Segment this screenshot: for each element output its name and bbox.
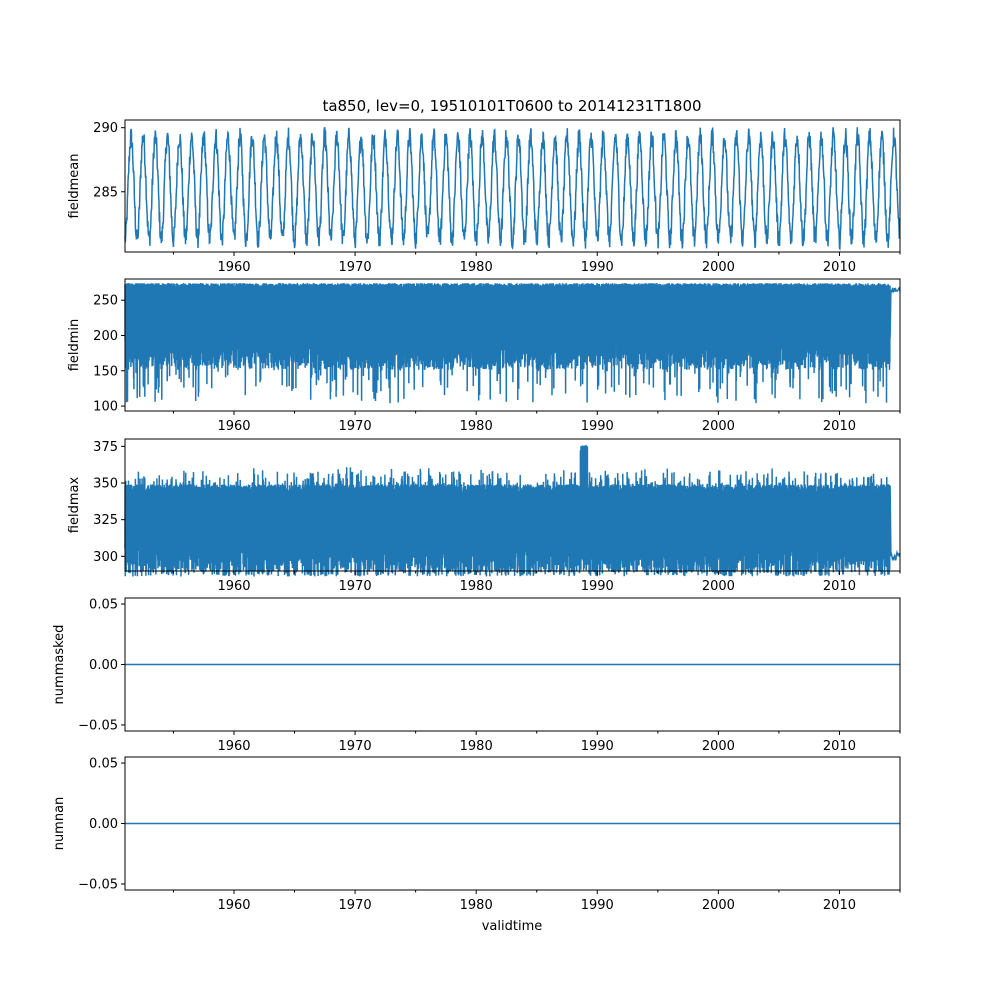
subplot-panels: 285 290 1960 1970 1980 1990 2000 2010 fieldmean 1…	[52, 119, 901, 913]
x-tick-label: 1980	[460, 739, 493, 754]
x-tick-label: 2000	[702, 579, 735, 594]
y-axis-label: fieldmin	[67, 319, 82, 372]
y-axis-label: nummasked	[52, 625, 67, 705]
y-tick-label: 285	[93, 185, 118, 200]
y-tick-label: 0.05	[89, 757, 118, 772]
y-tick-label: 300	[93, 550, 118, 565]
x-tick-label: 1990	[581, 260, 614, 275]
x-tick-label: 1960	[217, 419, 250, 434]
y-tick-label: −0.05	[78, 718, 118, 733]
y-tick-label: 150	[93, 364, 118, 379]
series-line-fieldmean	[124, 127, 901, 251]
y-tick-label: 290	[93, 121, 118, 136]
x-tick-label: 2010	[823, 579, 856, 594]
y-tick-label: 375	[93, 440, 118, 455]
x-tick-label: 1990	[581, 898, 614, 913]
x-tick-label: 1970	[339, 260, 372, 275]
x-tick-label: 2010	[823, 260, 856, 275]
x-tick-label: 1960	[217, 260, 250, 275]
y-tick-label: −0.05	[78, 877, 118, 892]
plot-frame	[124, 278, 901, 412]
x-tick-label: 2010	[823, 898, 856, 913]
x-tick-label: 1990	[581, 419, 614, 434]
x-tick-label: 1960	[217, 579, 250, 594]
panel-numnan: −0.05 0.00 0.05 1960 1970 1980 1990 2000 2010 num…	[52, 756, 901, 913]
y-axis-label: numnan	[52, 797, 67, 851]
x-tick-label: 1980	[460, 260, 493, 275]
x-tick-label: 1980	[460, 419, 493, 434]
y-axis-label: fieldmean	[67, 154, 82, 219]
x-tick-label: 1970	[339, 739, 372, 754]
panel-fieldmean: 285 290 1960 1970 1980 1990 2000 2010 fieldmean	[67, 119, 901, 275]
x-tick-label: 1980	[460, 898, 493, 913]
plot-frame	[124, 438, 901, 572]
y-axis-label: fieldmax	[67, 477, 82, 534]
y-tick-label: 250	[93, 294, 118, 309]
chart-title: ta850, lev=0, 19510101T0600 to 20141231T…	[322, 97, 701, 115]
x-tick-label: 1960	[217, 898, 250, 913]
y-tick-label: 350	[93, 477, 118, 492]
x-tick-label: 1970	[339, 579, 372, 594]
y-tick-label: 325	[93, 513, 118, 528]
panel-nummasked: −0.05 0.00 0.05 1960 1970 1980 1990 2000 2010 num…	[52, 597, 901, 754]
x-tick-label: 1980	[460, 579, 493, 594]
x-tick-label: 1970	[339, 419, 372, 434]
y-tick-label: 0.05	[89, 598, 118, 613]
x-tick-label: 1990	[581, 579, 614, 594]
x-tick-label: 2000	[702, 739, 735, 754]
x-tick-label: 1990	[581, 739, 614, 754]
x-tick-label: 2000	[702, 898, 735, 913]
plot-frame	[124, 119, 901, 253]
x-tick-label: 1960	[217, 739, 250, 754]
y-tick-label: 100	[93, 400, 118, 415]
x-tick-label: 1970	[339, 898, 372, 913]
x-tick-label: 2010	[823, 739, 856, 754]
series-line-fieldmin	[124, 283, 901, 404]
x-tick-label: 2000	[702, 260, 735, 275]
y-tick-label: 200	[93, 329, 118, 344]
x-axis-label: validtime	[482, 919, 543, 934]
y-tick-label: 0.00	[89, 658, 118, 673]
series-line-fieldmax	[124, 445, 901, 577]
panel-fieldmin: 100 150 200 250 1960 1970 1980 1990 2000 2010 fiel…	[67, 278, 901, 434]
panel-fieldmax: 300 325 350 375 1960 1970 1980 1990 2000 2010 fiel…	[67, 438, 901, 594]
y-tick-label: 0.00	[89, 817, 118, 832]
x-tick-label: 2000	[702, 419, 735, 434]
x-tick-label: 2010	[823, 419, 856, 434]
